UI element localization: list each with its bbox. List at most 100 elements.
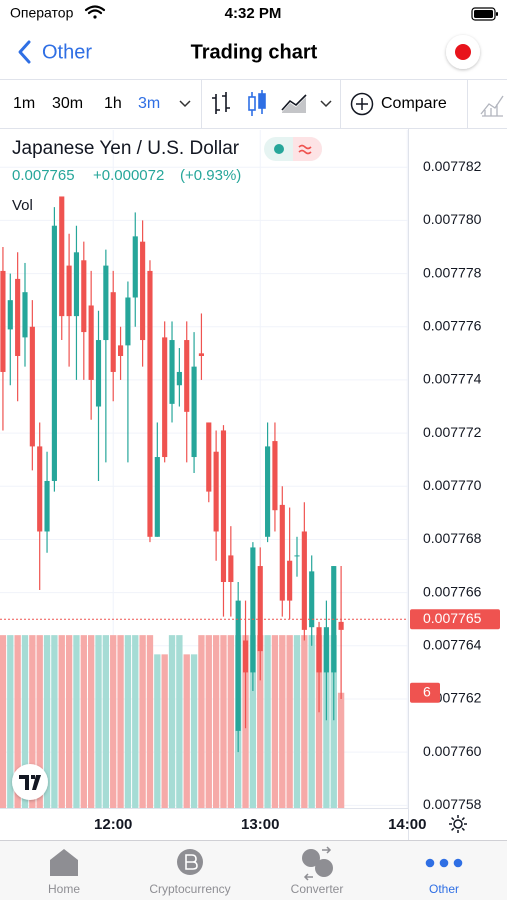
- price-axis-bg: [408, 129, 507, 840]
- candle-body: [257, 566, 263, 652]
- price-change: +0.000072: [93, 167, 164, 184]
- tab[interactable]: Cryptocurrency: [149, 849, 231, 896]
- candle-body: [184, 340, 190, 412]
- interval[interactable]: 1h: [104, 95, 122, 112]
- candle-body: [220, 430, 227, 582]
- tab-label: Other: [429, 882, 459, 896]
- back-label: Other: [42, 41, 92, 63]
- symbol-title: Japanese Yen / U.S. Dollar: [12, 138, 240, 159]
- volume-bar: [323, 635, 330, 808]
- chart-type-dropdown[interactable]: [320, 100, 332, 108]
- candle-body: [15, 278, 21, 356]
- x-tick: 13:00: [241, 816, 279, 833]
- volume-bar: [330, 635, 337, 808]
- x-tick-label: 14:00: [388, 816, 426, 833]
- y-tick-label: 0.007776: [423, 317, 482, 333]
- tab-label: Cryptocurrency: [149, 882, 230, 896]
- compare-label: Compare: [381, 95, 447, 112]
- volume-bar: [29, 635, 36, 808]
- candle-body: [103, 265, 109, 341]
- y-tick-label: 0.007758: [423, 796, 482, 812]
- candle-body: [191, 366, 197, 458]
- x-tick: 14:00: [388, 816, 426, 833]
- volume-bar: [87, 635, 95, 808]
- volume-bar: [198, 635, 205, 808]
- volume-bar: [43, 635, 51, 808]
- area-icon[interactable]: [281, 94, 307, 113]
- candle-body: [272, 441, 278, 511]
- settings-icon[interactable]: [449, 815, 467, 833]
- volume-bar: [110, 635, 117, 808]
- indicators-icon[interactable]: [480, 95, 504, 117]
- candle-body: [88, 305, 94, 380]
- nav-title: Trading chart: [191, 41, 318, 63]
- volume-bar: [264, 635, 271, 808]
- volume-bar: [7, 635, 14, 808]
- bars-icon[interactable]: [212, 92, 230, 114]
- candle-body: [287, 560, 293, 601]
- candle-body: [7, 300, 13, 330]
- more-dot: [425, 858, 435, 868]
- volume-bar: [293, 635, 301, 808]
- interval-dropdown[interactable]: [179, 100, 191, 108]
- candle-body: [198, 353, 204, 356]
- y-tick-label: 0.007770: [423, 477, 482, 493]
- y-tick-label: 0.007772: [423, 424, 482, 440]
- candle-body: [206, 422, 212, 492]
- candle-body: [338, 621, 344, 630]
- last-price: 0.007765: [12, 167, 75, 184]
- volume-bar: [257, 635, 264, 808]
- record-dot: [455, 44, 471, 60]
- volume-bar: [271, 635, 279, 808]
- tab-active[interactable]: Other: [425, 858, 463, 896]
- volume-bar: [315, 635, 323, 808]
- x-tick-label: 12:00: [94, 816, 132, 833]
- back-chevron: [18, 40, 31, 64]
- candle-body: [66, 265, 72, 317]
- home-icon: [50, 849, 78, 876]
- volume-title: Vol: [12, 197, 33, 214]
- y-tick-label: 0.007782: [423, 158, 482, 174]
- y-tick-label: 0.007766: [423, 583, 482, 599]
- interval[interactable]: 30m: [52, 95, 83, 112]
- more-dot: [453, 858, 463, 868]
- compare-icon: [350, 92, 374, 116]
- volume-bar: [124, 635, 132, 808]
- candle-body: [228, 555, 234, 582]
- more-dot: [439, 858, 449, 868]
- time-axis-bg: [0, 808, 408, 840]
- candles-icon[interactable]: [248, 90, 266, 116]
- candle-body: [125, 297, 131, 346]
- tab-bar: [0, 840, 507, 900]
- tab[interactable]: Home: [48, 849, 80, 896]
- volume-bar: [337, 692, 345, 808]
- last-price-tag: [410, 609, 500, 630]
- volume-bar: [102, 635, 110, 808]
- candle-body: [323, 627, 329, 673]
- record-button[interactable]: [446, 35, 480, 69]
- back-button[interactable]: Other: [18, 40, 92, 64]
- interval[interactable]: 1m: [13, 95, 35, 112]
- candle-body: [37, 446, 43, 532]
- converter-icon: [315, 859, 333, 877]
- price-pane: [0, 196, 344, 753]
- candle-body: [51, 225, 57, 481]
- candle-body: [0, 270, 6, 372]
- volume-bar: [176, 635, 183, 808]
- volume-bar: [21, 635, 29, 808]
- volume-bar: [0, 635, 7, 808]
- candle-body: [140, 241, 146, 341]
- volume-bar: [220, 635, 227, 808]
- compare-button[interactable]: Compare: [350, 92, 447, 116]
- y-tick-label: 0.007774: [423, 371, 482, 387]
- candle-body: [242, 640, 249, 673]
- candle-body: [44, 480, 50, 532]
- volume-bar: [51, 635, 58, 808]
- tab[interactable]: Converter: [291, 846, 344, 896]
- clock: 4:32 PM: [225, 5, 282, 22]
- volume-tag: [410, 682, 440, 703]
- candle-body: [132, 236, 138, 298]
- interval-active[interactable]: 3m: [138, 95, 160, 112]
